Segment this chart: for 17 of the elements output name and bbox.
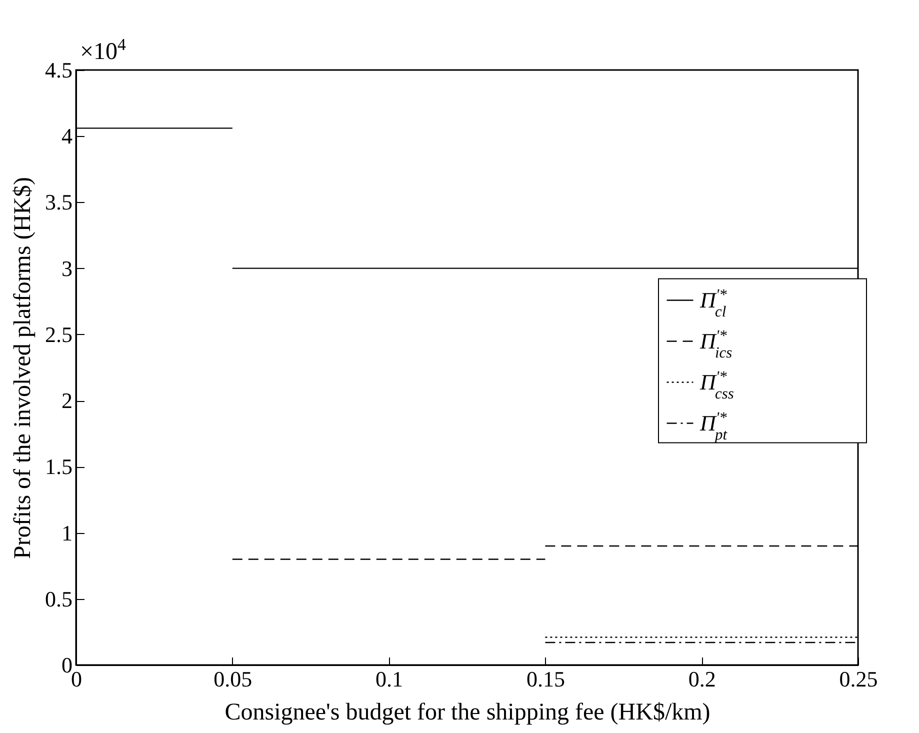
x-tick-label: 0.2 xyxy=(688,666,716,692)
y-tick-label: 3.5 xyxy=(45,190,72,215)
y-tick-label: 1 xyxy=(62,520,72,546)
x-tick-label: 0.05 xyxy=(214,666,252,692)
y-tick-label: 4.5 xyxy=(45,58,72,82)
y-tick-label: 4 xyxy=(62,124,72,149)
x-tick-label: 0.15 xyxy=(526,666,565,692)
y-tick-label: 0.5 xyxy=(45,586,72,612)
x-tick-label: 0.1 xyxy=(376,666,404,692)
x-axis-title: Consignee's budget for the shipping fee (HK$/km) xyxy=(224,700,710,726)
x-tick-label: 0.25 xyxy=(839,666,878,692)
y-tick-label: 3 xyxy=(62,256,72,281)
y-tick-label: 1.5 xyxy=(45,454,72,480)
y-tick-label: 2 xyxy=(62,388,72,414)
y-axis-title: Profits of the involved platforms (HK$) xyxy=(10,177,36,559)
y-tick-label: 2.5 xyxy=(45,322,72,347)
text: ×10$^{4}$ xyxy=(80,34,127,65)
